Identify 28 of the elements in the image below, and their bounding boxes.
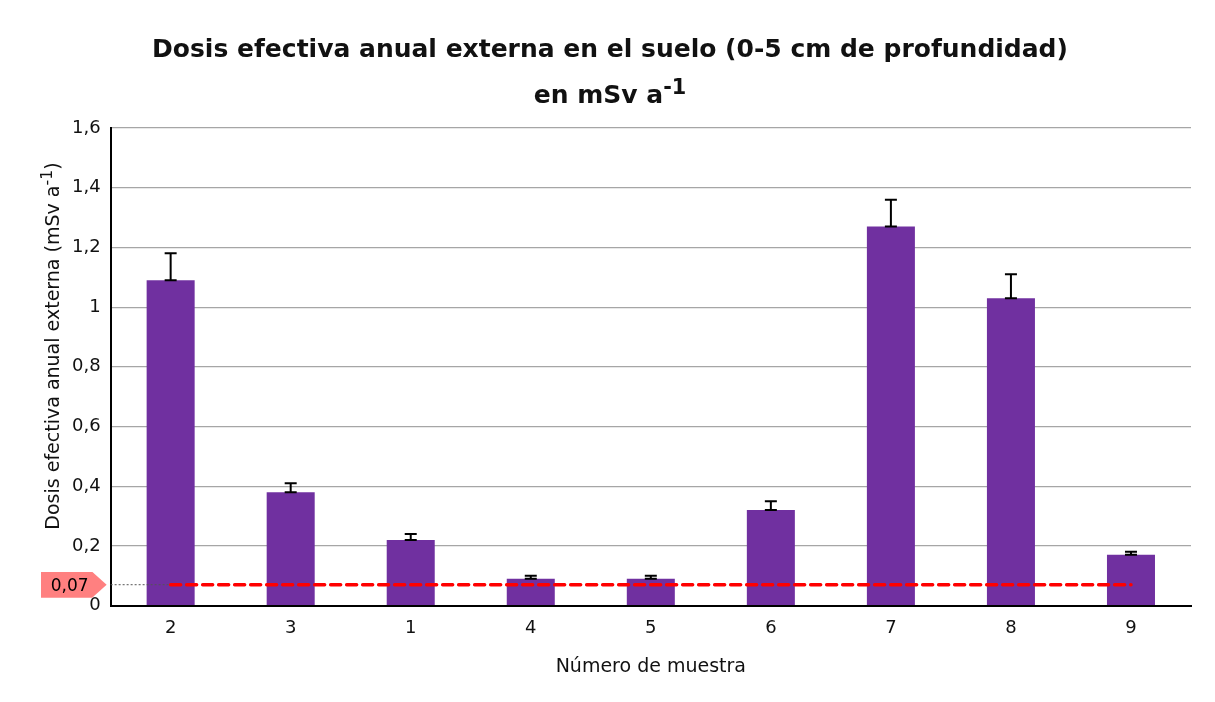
x-axis-title: Número de muestra xyxy=(555,653,746,676)
x-tick-label: 3 xyxy=(284,616,297,638)
y-tick-label: 0,8 xyxy=(71,354,101,376)
bar xyxy=(146,280,195,605)
bar xyxy=(746,510,795,605)
x-tick-label: 5 xyxy=(645,616,657,638)
y-tick-label: 1 xyxy=(89,294,101,316)
x-tick-label: 8 xyxy=(1005,616,1017,638)
y-tick-label: 1,4 xyxy=(71,175,101,197)
bar xyxy=(386,539,435,605)
x-tick-label: 1 xyxy=(405,616,417,638)
ref-line-label: 0,07 xyxy=(50,574,89,595)
bar xyxy=(1106,554,1155,605)
bar xyxy=(266,492,315,605)
y-tick-label: 1,2 xyxy=(71,235,101,257)
x-tick-label: 4 xyxy=(525,616,537,638)
y-tick-label: 0 xyxy=(89,593,101,615)
bar xyxy=(986,298,1035,605)
chart-title: Dosis efectiva anual externa en el suelo (0-5 cm de profundidad) en mSv a$^{-1}$ xyxy=(151,33,1069,112)
y-tick-label: 0,2 xyxy=(71,533,101,555)
x-tick-label: 6 xyxy=(765,616,777,638)
y-tick-label: 1,6 xyxy=(71,115,101,137)
y-tick-label: 0,4 xyxy=(71,473,101,495)
y-tick-label: 0,6 xyxy=(71,414,101,436)
x-tick-label: 2 xyxy=(164,616,177,638)
x-tick-label: 7 xyxy=(885,616,897,638)
x-tick-label: 9 xyxy=(1125,616,1137,638)
bar xyxy=(866,226,915,605)
